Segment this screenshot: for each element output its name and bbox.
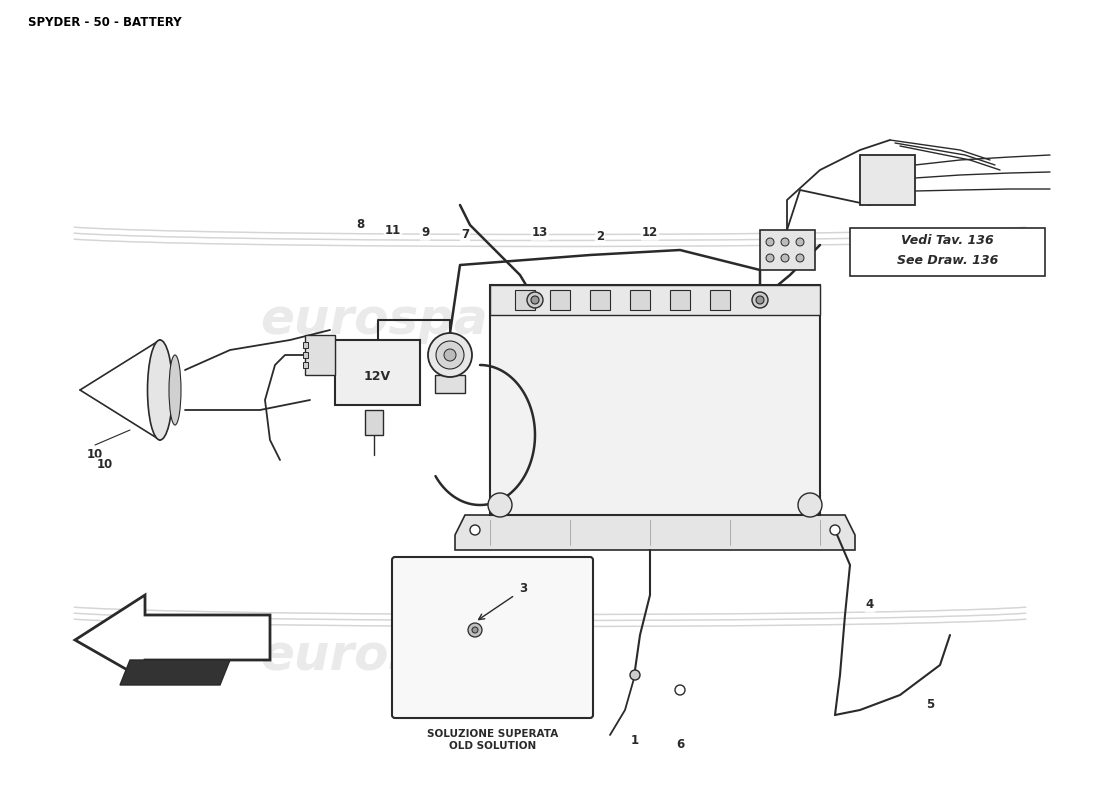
Text: 6: 6 bbox=[675, 738, 684, 751]
Circle shape bbox=[756, 296, 764, 304]
Circle shape bbox=[428, 333, 472, 377]
FancyBboxPatch shape bbox=[392, 557, 593, 718]
Bar bbox=[550, 290, 570, 310]
Text: Vedi Tav. 136: Vedi Tav. 136 bbox=[901, 234, 994, 247]
Text: 12: 12 bbox=[642, 226, 658, 239]
Circle shape bbox=[781, 238, 789, 246]
Circle shape bbox=[830, 525, 840, 535]
Bar bbox=[515, 290, 535, 310]
Circle shape bbox=[488, 493, 512, 517]
Bar bbox=[490, 285, 820, 515]
Circle shape bbox=[796, 254, 804, 262]
Text: SOLUZIONE SUPERATA
OLD SOLUTION: SOLUZIONE SUPERATA OLD SOLUTION bbox=[427, 729, 558, 750]
Bar bbox=[590, 290, 610, 310]
Text: See Draw. 136: See Draw. 136 bbox=[896, 254, 998, 267]
Bar bbox=[302, 342, 308, 348]
Bar bbox=[710, 290, 730, 310]
Bar bbox=[850, 228, 1045, 276]
Bar bbox=[302, 352, 308, 358]
Circle shape bbox=[752, 292, 768, 308]
Circle shape bbox=[675, 685, 685, 695]
Text: 5: 5 bbox=[926, 698, 934, 711]
Bar bbox=[670, 290, 690, 310]
Text: 10: 10 bbox=[97, 458, 113, 471]
Circle shape bbox=[472, 627, 478, 633]
Text: 8: 8 bbox=[356, 218, 364, 231]
Bar bbox=[630, 290, 650, 310]
Text: 1: 1 bbox=[631, 734, 639, 746]
Polygon shape bbox=[120, 660, 230, 685]
Bar bbox=[365, 410, 383, 435]
Text: 3: 3 bbox=[519, 582, 527, 594]
Circle shape bbox=[630, 670, 640, 680]
Text: 2: 2 bbox=[596, 230, 604, 243]
Text: eurospares: eurospares bbox=[260, 632, 576, 680]
Text: 4: 4 bbox=[866, 598, 874, 611]
Text: 12V: 12V bbox=[364, 370, 392, 383]
Text: SPYDER - 50 - BATTERY: SPYDER - 50 - BATTERY bbox=[28, 15, 182, 29]
Bar bbox=[860, 155, 915, 205]
Circle shape bbox=[781, 254, 789, 262]
Circle shape bbox=[468, 623, 482, 637]
Polygon shape bbox=[75, 595, 270, 680]
Circle shape bbox=[436, 341, 464, 369]
Bar bbox=[302, 362, 308, 368]
Bar bbox=[305, 335, 336, 375]
Bar bbox=[336, 340, 420, 405]
Bar bbox=[434, 375, 465, 393]
Circle shape bbox=[798, 493, 822, 517]
Bar bbox=[760, 230, 815, 270]
Circle shape bbox=[531, 296, 539, 304]
Circle shape bbox=[444, 349, 456, 361]
Circle shape bbox=[527, 292, 543, 308]
Ellipse shape bbox=[147, 340, 173, 440]
Circle shape bbox=[766, 238, 774, 246]
Text: eurospares: eurospares bbox=[260, 296, 576, 344]
Circle shape bbox=[766, 254, 774, 262]
Bar bbox=[490, 285, 820, 315]
Circle shape bbox=[470, 525, 480, 535]
Polygon shape bbox=[455, 515, 855, 550]
Ellipse shape bbox=[169, 355, 182, 425]
Text: 9: 9 bbox=[421, 226, 429, 239]
Text: 11: 11 bbox=[385, 223, 402, 237]
Text: 13: 13 bbox=[532, 226, 548, 239]
Text: 10: 10 bbox=[87, 449, 103, 462]
Circle shape bbox=[796, 238, 804, 246]
Text: 7: 7 bbox=[461, 229, 469, 242]
